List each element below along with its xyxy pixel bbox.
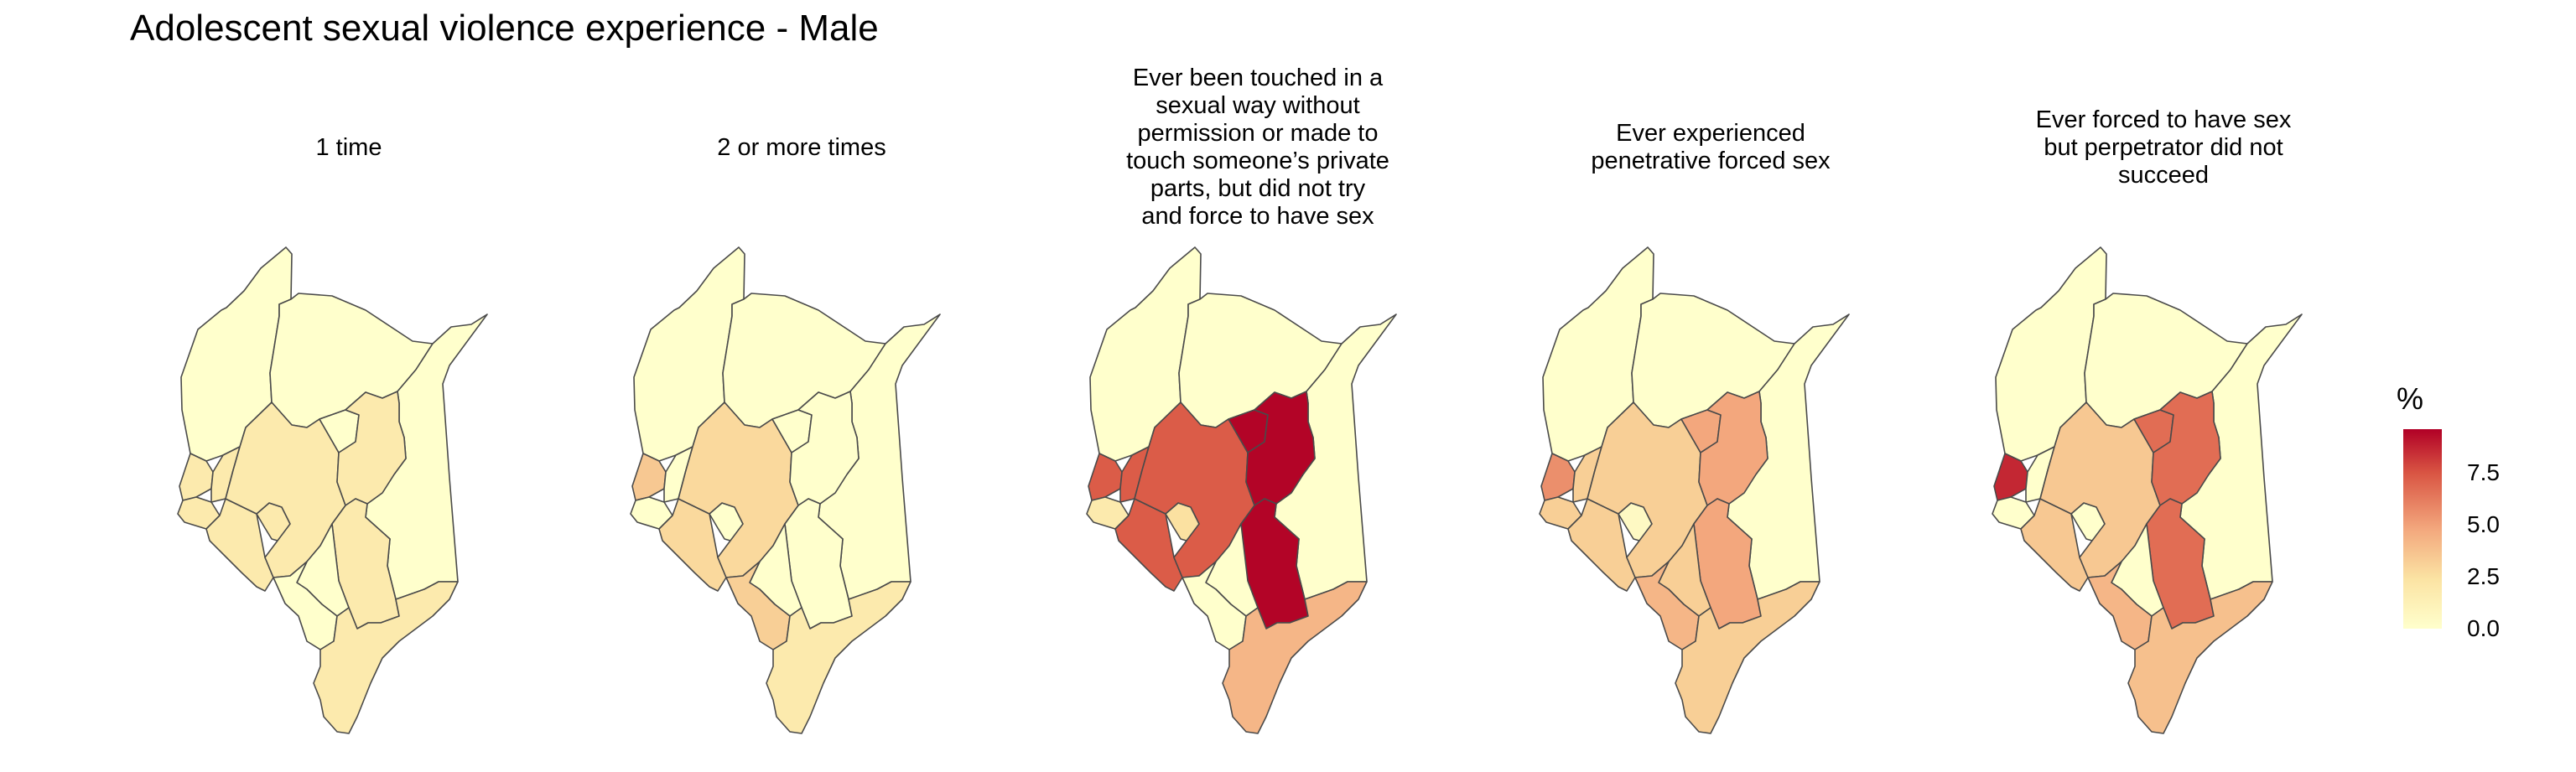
region-west-a [179,453,214,501]
region-central-east [2151,391,2221,506]
legend-tick-mark [2442,628,2449,630]
map-panel: 1 time [122,0,575,772]
kenya-map [1086,246,1397,734]
region-coast [2127,581,2273,734]
legend-tick-label: 0.0 [2467,615,2500,641]
kenya-map [1992,246,2303,734]
region-west-a [1088,453,1123,501]
legend-tick-mark [2442,524,2449,526]
region-lake-south [1114,498,1183,592]
kenya-map [630,246,941,734]
region-coast [1675,581,1820,734]
legend-title: % [2397,381,2424,416]
region-lake-south [658,498,727,592]
legend-tick-label: 2.5 [2467,563,2500,590]
legend-color-bar [2403,429,2442,629]
region-west-a [631,453,667,501]
legend-tick-label: 7.5 [2467,459,2500,486]
region-coast [313,581,459,734]
legend-tick-mark [2442,576,2449,578]
panel-title: Ever been touched in a sexual way withou… [1126,65,1389,230]
panel-title: 2 or more times [717,133,886,161]
kenya-map [177,246,488,734]
map-panel: 2 or more times [575,0,1028,772]
panel-title: 1 time [315,133,382,161]
map-panel: Ever experienced penetrative forced sex [1484,0,1937,772]
region-central-east [789,391,860,506]
legend-tick-label: 5.0 [2467,511,2500,538]
region-central-east [1245,391,1316,506]
region-west-a [1540,453,1576,501]
color-legend: % 7.5 5.0 2.5 0.0 [2390,369,2541,641]
region-west-a [1993,453,2028,501]
region-central-east [1698,391,1768,506]
panel-title: Ever experienced penetrative forced sex [1591,120,1831,174]
region-central-east [336,391,407,506]
kenya-map [1539,246,1850,734]
page-title: Adolescent sexual violence experience - … [130,8,879,49]
panel-title: Ever forced to have sex but perpetrator … [2035,106,2292,189]
region-lake-south [2020,498,2089,592]
region-coast [1222,581,1368,734]
legend-tick-mark [2442,472,2449,474]
map-panel: Ever forced to have sex but perpetrator … [1937,0,2390,772]
region-lake-south [1567,498,1636,592]
region-coast [766,581,911,734]
region-lake-south [205,498,274,592]
map-panel: Ever been touched in a sexual way withou… [1031,0,1484,772]
